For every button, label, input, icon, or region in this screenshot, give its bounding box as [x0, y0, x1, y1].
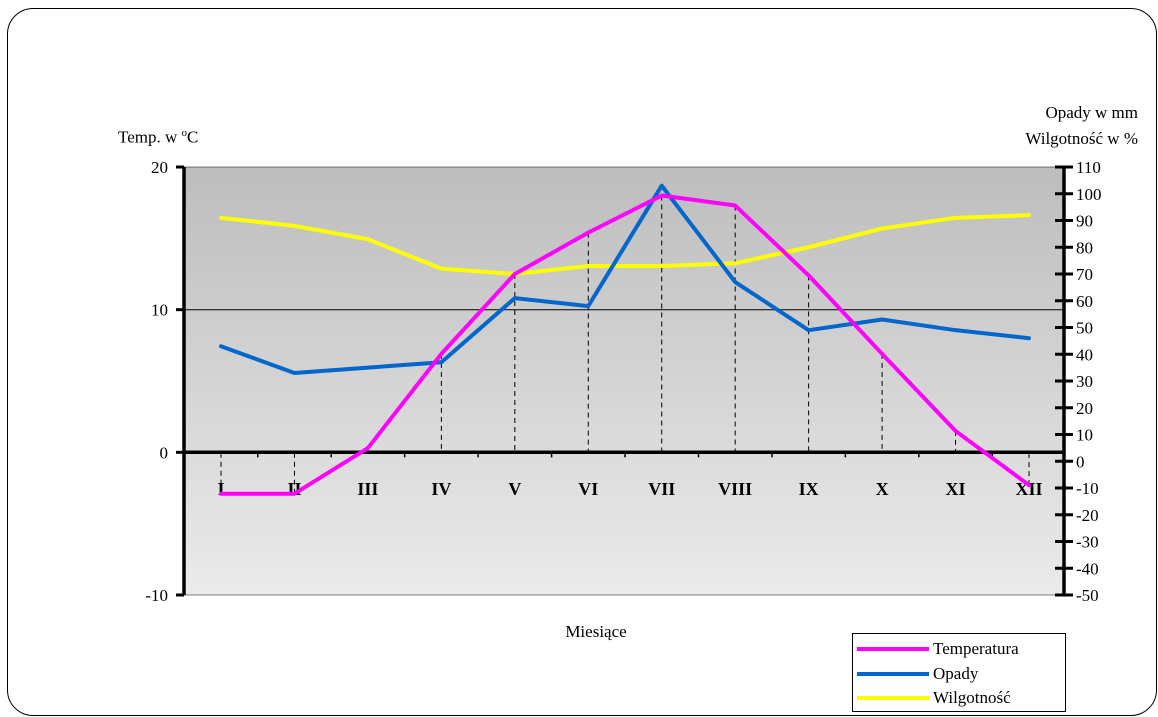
x-axis-title: Miesiące: [565, 622, 627, 641]
legend-label-temperatura: Temperatura: [933, 639, 1019, 658]
x-category-label: V: [508, 479, 521, 499]
right-axis-tick-label: 110: [1076, 158, 1101, 177]
plot-area: [183, 166, 1065, 596]
left-axis-tick-label: 10: [151, 301, 168, 320]
right-axis-title-line1: Opady w mm: [1045, 103, 1138, 122]
right-axis-title-line2: Wilgotność w %: [1025, 129, 1138, 148]
legend-item-wilgotnosc: Wilgotność: [853, 687, 1011, 709]
series-line-temperatura: [219, 193, 1031, 496]
right-axis-tick-label: 50: [1076, 319, 1093, 338]
right-axis-tick-label: 40: [1076, 345, 1093, 364]
right-axis-tick-label: 80: [1076, 238, 1093, 257]
x-category-label: III: [357, 479, 378, 499]
legend-swatch-temperatura: [857, 647, 929, 651]
legend-label-opady: Opady: [933, 664, 979, 683]
left-axis-tick-label: 0: [160, 443, 169, 462]
right-axis-tick-label: 70: [1076, 265, 1093, 284]
series-line-wilgotnosć: [219, 213, 1031, 276]
right-axis-tick-label: 100: [1076, 185, 1102, 204]
left-axis-title: Temp. w oC: [118, 127, 198, 148]
x-category-label: VII: [648, 479, 675, 499]
legend-item-opady: Opady: [853, 663, 978, 685]
right-axis-tick-label: -30: [1076, 533, 1099, 552]
series-line-opady: [219, 183, 1031, 375]
x-category-label: IX: [799, 479, 819, 499]
left-axis-title-unit: C: [187, 127, 199, 147]
legend-item-temperatura: Temperatura: [853, 638, 1019, 660]
legend-swatch-opady: [857, 672, 929, 676]
right-axis-title: Opady w mm Wilgotność w %: [1025, 100, 1138, 152]
legend-swatch-wilgotnosc: [857, 696, 929, 700]
right-axis-tick-label: 10: [1076, 426, 1093, 445]
right-axis-tick-label: 0: [1076, 452, 1085, 471]
x-category-label: VI: [578, 479, 598, 499]
right-axis-tick-label: -20: [1076, 506, 1099, 525]
left-axis-title-degree: o: [181, 127, 188, 139]
left-axis-title-prefix: Temp. w: [118, 127, 182, 147]
right-axis-tick-label: 30: [1076, 372, 1093, 391]
legend: Temperatura Opady Wilgotność: [852, 633, 1066, 712]
left-axis-tick-label: 20: [151, 158, 168, 177]
x-category-label: X: [876, 479, 889, 499]
legend-label-wilgotnosc: Wilgotność: [933, 688, 1011, 707]
right-axis-tick-label: -50: [1076, 586, 1099, 605]
right-axis-tick-label: 90: [1076, 212, 1093, 231]
right-axis-tick-label: -10: [1076, 479, 1099, 498]
left-axis-tick-label: -10: [145, 586, 168, 605]
chart-frame: [7, 8, 1157, 716]
x-category-label: I: [217, 479, 224, 499]
right-axis-tick-label: 60: [1076, 292, 1093, 311]
right-axis-tick-label: 20: [1076, 399, 1093, 418]
x-category-label: VIII: [718, 479, 752, 499]
right-axis-tick-label: -40: [1076, 559, 1099, 578]
x-category-label: IV: [431, 479, 451, 499]
x-category-label: XI: [946, 479, 966, 499]
x-category-label: XII: [1015, 479, 1042, 499]
